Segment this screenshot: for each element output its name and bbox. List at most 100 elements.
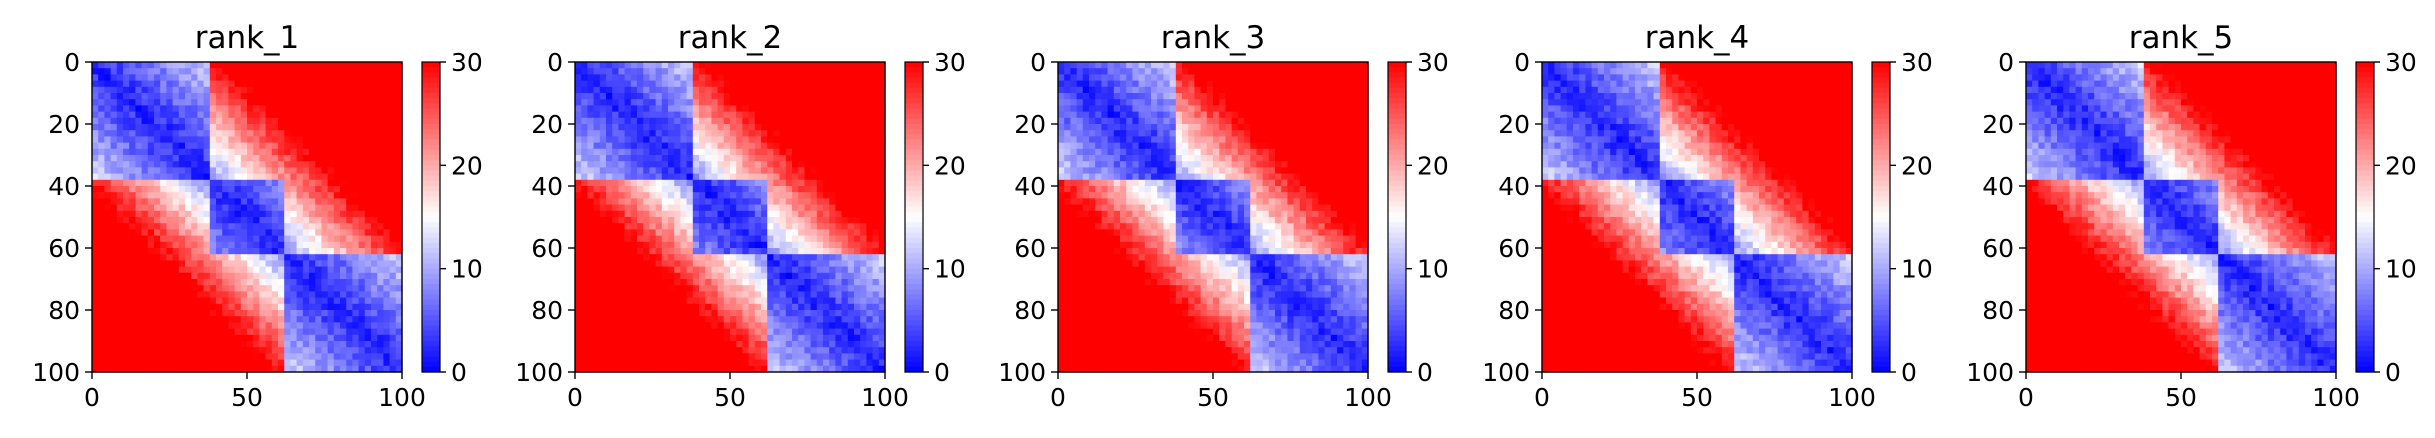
heatmap-cell bbox=[649, 173, 657, 181]
heatmap-cell bbox=[816, 192, 824, 199]
heatmap-cell bbox=[711, 235, 719, 243]
heatmap-cell bbox=[358, 204, 366, 212]
heatmap-cell bbox=[810, 179, 818, 187]
heatmap-cell bbox=[637, 173, 644, 181]
heatmap-cell bbox=[333, 198, 341, 206]
heatmap-cell bbox=[302, 68, 310, 75]
heatmap-cell bbox=[346, 198, 353, 206]
heatmap-cell bbox=[129, 161, 136, 168]
heatmap-cell bbox=[216, 155, 223, 162]
heatmap-cell bbox=[773, 260, 781, 268]
heatmap-cell bbox=[172, 99, 180, 106]
heatmap-cell bbox=[680, 279, 688, 286]
heatmap-cell bbox=[798, 93, 805, 100]
heatmap-cell bbox=[98, 155, 105, 162]
heatmap-cell bbox=[748, 272, 756, 280]
heatmap-cell bbox=[377, 316, 384, 323]
heatmap-cell bbox=[92, 341, 99, 348]
heatmap-cell bbox=[358, 111, 366, 119]
heatmap-cell bbox=[810, 248, 818, 255]
heatmap-cell bbox=[661, 241, 669, 249]
heatmap-cell bbox=[680, 204, 688, 212]
heatmap-cell bbox=[234, 285, 242, 292]
heatmap-cell bbox=[581, 161, 588, 168]
heatmap-cell bbox=[655, 254, 663, 261]
heatmap-cell bbox=[798, 347, 805, 354]
heatmap-cell bbox=[278, 148, 285, 156]
heatmap-cell bbox=[92, 80, 99, 88]
heatmap-cell bbox=[110, 105, 118, 113]
heatmap-cell bbox=[302, 80, 310, 88]
heatmap-cell bbox=[705, 353, 712, 361]
heatmap-cell bbox=[866, 198, 874, 206]
heatmap-cell bbox=[340, 322, 347, 330]
heatmap-cell bbox=[754, 285, 762, 292]
heatmap-cell bbox=[129, 105, 136, 113]
heatmap-cell bbox=[135, 322, 143, 330]
heatmap-cell bbox=[259, 341, 267, 348]
heatmap-cell bbox=[315, 124, 322, 131]
heatmap-cell bbox=[699, 235, 706, 243]
heatmap-cell bbox=[296, 198, 304, 206]
heatmap-cell bbox=[599, 223, 607, 230]
heatmap-cell bbox=[346, 204, 353, 212]
heatmap-cell bbox=[785, 161, 793, 168]
heatmap-cell bbox=[624, 266, 632, 274]
heatmap-cell bbox=[773, 248, 781, 255]
heatmap-cell bbox=[705, 260, 712, 268]
heatmap-cell bbox=[160, 105, 167, 113]
heatmap-cell bbox=[364, 210, 372, 218]
heatmap-cell bbox=[847, 241, 855, 249]
heatmap-cell bbox=[209, 217, 217, 224]
heatmap-cell bbox=[878, 266, 886, 274]
heatmap-cell bbox=[333, 80, 341, 88]
heatmap-cell bbox=[785, 173, 793, 181]
heatmap-cell bbox=[587, 105, 595, 113]
heatmap-cell bbox=[371, 266, 378, 274]
heatmap-cell bbox=[618, 303, 626, 311]
heatmap-cell bbox=[599, 173, 607, 181]
heatmap-cell bbox=[754, 260, 762, 268]
heatmap-cell bbox=[147, 328, 155, 336]
heatmap-cell bbox=[209, 93, 217, 100]
heatmap-cell bbox=[575, 105, 582, 113]
heatmap-cell bbox=[346, 303, 353, 311]
heatmap-cell bbox=[185, 192, 192, 199]
heatmap-cell bbox=[717, 68, 725, 75]
heatmap-cell bbox=[278, 173, 285, 181]
heatmap-cell bbox=[804, 117, 812, 125]
heatmap-cell bbox=[129, 297, 136, 305]
heatmap-cell bbox=[575, 310, 582, 317]
heatmap-cell bbox=[785, 285, 793, 292]
heatmap-cell bbox=[265, 155, 273, 162]
heatmap-cell bbox=[717, 241, 725, 249]
heatmap-cell bbox=[290, 279, 298, 286]
heatmap-cell bbox=[234, 297, 242, 305]
heatmap-cell bbox=[575, 260, 582, 268]
heatmap-cell bbox=[309, 365, 316, 373]
heatmap-cell bbox=[816, 204, 824, 212]
colorbar-segment bbox=[422, 222, 440, 228]
heatmap-cell bbox=[135, 99, 143, 106]
heatmap-cell bbox=[835, 303, 843, 311]
heatmap-cell bbox=[296, 99, 304, 106]
heatmap-cell bbox=[661, 99, 669, 106]
heatmap-cell bbox=[779, 254, 787, 261]
heatmap-cell bbox=[253, 303, 260, 311]
heatmap-cell bbox=[668, 310, 675, 317]
heatmap-cell bbox=[234, 204, 242, 212]
heatmap-cell bbox=[847, 136, 855, 144]
heatmap-cell bbox=[166, 105, 174, 113]
heatmap-cell bbox=[630, 341, 638, 348]
heatmap-cell bbox=[160, 341, 167, 348]
heatmap-cell bbox=[736, 93, 743, 100]
heatmap-cell bbox=[216, 93, 223, 100]
heatmap-cell bbox=[878, 179, 886, 187]
heatmap-cell bbox=[203, 254, 211, 261]
heatmap-cell bbox=[643, 173, 650, 181]
heatmap-cell bbox=[216, 136, 223, 144]
heatmap-cell bbox=[816, 266, 824, 274]
heatmap-cell bbox=[581, 74, 588, 82]
heatmap-cell bbox=[185, 155, 192, 162]
heatmap-cell bbox=[823, 254, 830, 261]
